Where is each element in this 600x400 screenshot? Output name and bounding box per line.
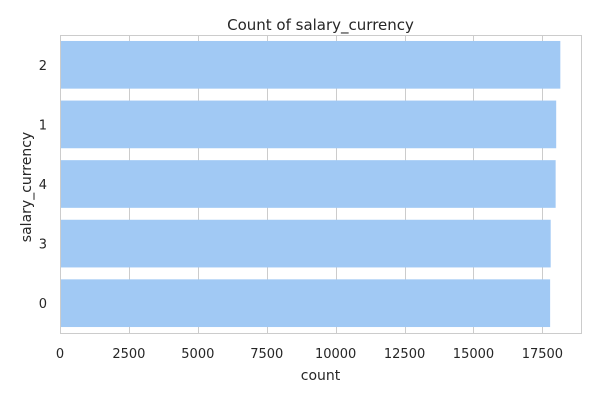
x-tick-label: 17500	[522, 347, 563, 362]
x-tick-label: 12500	[384, 347, 425, 362]
x-tick-label: 2500	[112, 347, 145, 362]
y-tick-labels: 2 1 4 3 0	[39, 59, 47, 312]
x-tick-label: 0	[56, 347, 64, 362]
y-tick-label: 4	[39, 178, 47, 193]
y-tick-label: 3	[39, 238, 47, 253]
x-tick-label: 7500	[250, 347, 283, 362]
bar-4	[60, 160, 556, 208]
bar-3	[60, 219, 551, 268]
bar-2	[60, 40, 561, 89]
bars	[60, 40, 561, 328]
plot-frame	[60, 35, 582, 334]
bar-1	[60, 100, 557, 149]
bar-0	[60, 279, 551, 328]
x-tick-labels: 0 2500 5000 7500 10000 12500 15000 17500	[56, 347, 563, 362]
y-tick-label: 1	[39, 118, 47, 133]
x-tick-label: 15000	[453, 347, 494, 362]
x-tick-label: 10000	[315, 347, 356, 362]
x-axis-label: count	[301, 368, 341, 384]
y-axis-label: salary_currency	[19, 132, 35, 242]
y-tick-label: 2	[39, 59, 47, 74]
x-tick-label: 5000	[181, 347, 214, 362]
chart-title: Count of salary_currency	[227, 16, 414, 35]
y-tick-label: 0	[39, 297, 47, 312]
